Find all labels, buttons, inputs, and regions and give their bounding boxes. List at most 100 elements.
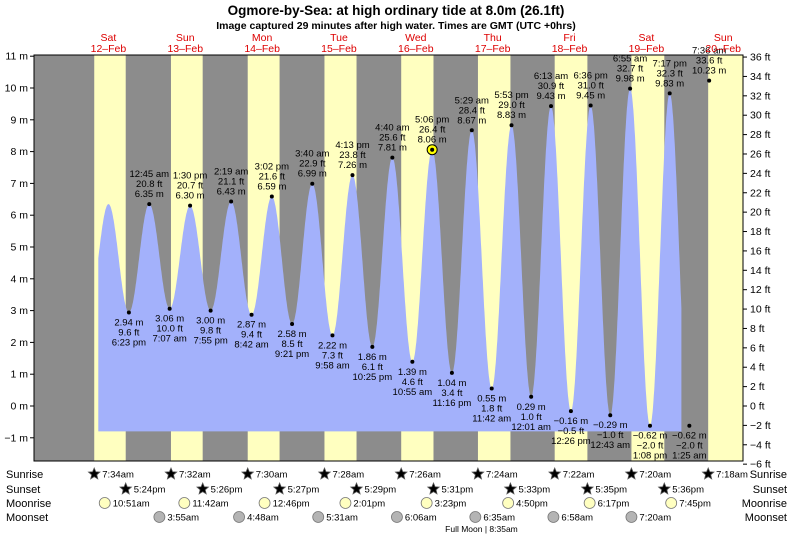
- y-tick-label-m: 3 m: [10, 305, 28, 317]
- tide-point-dot: [410, 359, 415, 364]
- daylight-band: [708, 55, 743, 461]
- tide-point-dot: [430, 147, 435, 152]
- y-tick-label-m: 5 m: [10, 242, 28, 254]
- low-tide-metres: 2.87 m: [237, 320, 266, 331]
- y-tick-label-m: 9 m: [10, 114, 28, 126]
- day-name-label: Sun: [176, 32, 195, 44]
- low-tide-time: 7:55 pm: [193, 336, 227, 347]
- low-tide-feet: 1.8 ft: [481, 404, 502, 415]
- y-tick-label-ft: 24 ft: [750, 168, 771, 180]
- low-tide-feet: 1.0 ft: [521, 412, 542, 423]
- high-tide-feet: 28.4 ft: [459, 105, 486, 116]
- low-tide-metres: −0.62 m: [672, 431, 707, 442]
- sunrise-time: 7:32am: [179, 470, 211, 481]
- y-tick-label-ft: 36 ft: [750, 52, 771, 64]
- y-tick-label-m: 4 m: [10, 273, 28, 285]
- low-tide-metres: −0.29 m: [593, 420, 628, 431]
- y-tick-label-m: 7 m: [10, 178, 28, 190]
- sunset-icon: [580, 481, 595, 495]
- row-label-right: Moonset: [745, 512, 787, 524]
- moonrise-time: 7:45pm: [679, 499, 711, 510]
- moonrise-icon: [502, 497, 515, 509]
- day-name-label: Sat: [638, 32, 654, 44]
- low-tide-time: 1:25 am: [672, 451, 706, 462]
- y-tick-label-m: 1 m: [10, 369, 28, 381]
- sunset-icon: [503, 481, 518, 495]
- row-label-right: Sunset: [753, 484, 787, 496]
- day-date-label: 12–Feb: [91, 43, 127, 55]
- tide-point-dot: [390, 155, 395, 160]
- high-tide-time: 4:40 am: [375, 123, 409, 134]
- sunset-time: 5:33pm: [518, 485, 550, 496]
- y-tick-label-m: −1 m: [4, 432, 28, 444]
- high-tide-feet: 25.6 ft: [379, 133, 406, 144]
- y-tick-label-ft: 28 ft: [750, 129, 771, 141]
- high-tide-time: 5:06 pm: [415, 115, 449, 126]
- moonrise-time: 12:46pm: [273, 499, 310, 510]
- sunrise-time: 7:34am: [102, 470, 134, 481]
- moonrise-time: 10:51am: [113, 499, 150, 510]
- y-tick-label-ft: 14 ft: [750, 265, 771, 277]
- tide-point-dot: [290, 321, 295, 326]
- low-tide-feet: 9.8 ft: [200, 326, 221, 337]
- sunset-icon: [657, 481, 671, 495]
- tide-point-dot: [469, 128, 474, 133]
- low-tide-time: 11:16 pm: [432, 398, 471, 409]
- tide-point-dot: [249, 312, 254, 317]
- high-tide-time: 3:02 pm: [255, 161, 289, 172]
- y-tick-label-ft: 34 ft: [750, 71, 771, 83]
- low-tide-point: 2.87 m9.4 ft8:42 am: [234, 312, 269, 351]
- plot-frame: [33, 54, 744, 462]
- low-tide-metres: 1.39 m: [398, 367, 427, 378]
- high-tide-time: 5:29 am: [455, 95, 489, 106]
- moonrise-time: 11:42am: [192, 499, 228, 510]
- sunset-icon: [119, 481, 133, 495]
- y-tick-label-ft: 10 ft: [750, 304, 771, 316]
- moonset-icon: [312, 511, 325, 523]
- high-tide-time: 5:53 pm: [494, 90, 528, 101]
- day-date-label: 19–Feb: [629, 43, 665, 55]
- sunrise-icon: [548, 466, 562, 480]
- low-tide-metres: 0.29 m: [517, 402, 546, 413]
- moonrise-icon: [98, 497, 111, 509]
- tide-point-dot: [269, 194, 274, 199]
- low-tide-time: 9:58 am: [315, 360, 349, 371]
- high-tide-time: 3:40 am: [295, 149, 329, 160]
- high-tide-metres: 7.26 m: [338, 160, 367, 171]
- moonset-icon: [153, 511, 166, 523]
- high-tide-time: 6:13 am: [534, 71, 568, 82]
- y-tick-label-ft: 16 ft: [750, 245, 771, 257]
- sunrise-icon: [701, 466, 715, 480]
- high-tide-metres: 6.30 m: [176, 191, 205, 202]
- day-date-label: 20–Feb: [705, 43, 741, 55]
- tide-point-dot: [529, 394, 534, 399]
- moonset-time: 7:20am: [639, 513, 671, 524]
- moonrise-icon: [339, 497, 352, 509]
- high-tide-metres: 6.43 m: [217, 187, 246, 198]
- high-tide-time: 4:13 pm: [335, 140, 369, 151]
- tide-point-dot: [126, 310, 131, 315]
- high-tide-feet: 20.8 ft: [136, 179, 163, 190]
- y-tick-label-ft: 18 ft: [750, 226, 771, 238]
- sunset-icon: [426, 481, 441, 495]
- sunrise-time: 7:24am: [486, 470, 518, 481]
- sunrise-time: 7:20am: [639, 470, 671, 481]
- low-tide-feet: −0.5 ft: [558, 426, 585, 437]
- row-label-left: Moonset: [6, 512, 48, 524]
- low-tide-feet: −1.0 ft: [597, 430, 624, 441]
- tide-point-dot: [188, 203, 193, 208]
- high-tide-metres: 6.59 m: [257, 181, 286, 192]
- sunset-icon: [196, 481, 210, 495]
- low-tide-feet: 3.4 ft: [441, 388, 462, 399]
- y-tick-label-ft: 0 ft: [750, 401, 765, 413]
- moonrise-time: 2:01pm: [353, 499, 385, 510]
